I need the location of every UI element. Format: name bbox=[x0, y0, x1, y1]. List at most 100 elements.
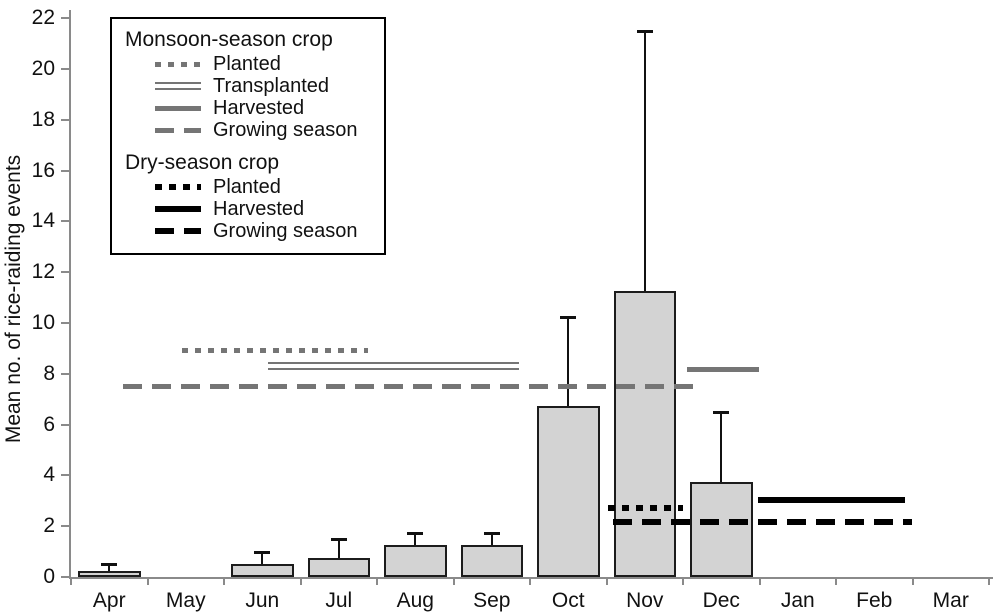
x-tick bbox=[605, 577, 608, 585]
y-tick bbox=[61, 474, 70, 477]
dotted-line-icon bbox=[155, 184, 201, 190]
monsoon-harvested-line bbox=[686, 367, 760, 373]
x-tick bbox=[299, 577, 302, 585]
error-bar-dec bbox=[720, 411, 723, 482]
legend-item: Planted bbox=[125, 53, 376, 75]
error-bar-cap-jul bbox=[330, 537, 347, 541]
y-tick bbox=[61, 525, 70, 528]
legend-item: Growing season bbox=[125, 119, 376, 141]
x-tick-label-feb: Feb bbox=[856, 589, 893, 612]
legend-item: Transplanted bbox=[125, 75, 376, 97]
legend-item-label: Transplanted bbox=[213, 74, 329, 97]
dashed-line-icon bbox=[155, 127, 201, 133]
monsoon-planted-line bbox=[181, 348, 368, 354]
monsoon-growing-line bbox=[123, 384, 696, 389]
legend-item: Planted bbox=[125, 176, 376, 198]
y-tick-label: 14 bbox=[31, 209, 55, 233]
y-tick-label: 18 bbox=[31, 107, 55, 131]
y-tick-label: 22 bbox=[31, 6, 55, 30]
error-bar-cap-nov bbox=[636, 29, 653, 33]
legend-item-label: Planted bbox=[213, 52, 281, 75]
bar-aug bbox=[384, 545, 447, 577]
error-bar-aug bbox=[414, 532, 417, 546]
y-axis-title: Mean no. of rice-raiding events bbox=[2, 154, 25, 444]
bar-nov bbox=[613, 291, 676, 577]
x-tick-label-sep: Sep bbox=[473, 589, 511, 612]
y-tick bbox=[61, 220, 70, 223]
dashed-line-icon bbox=[155, 228, 201, 234]
error-bar-cap-sep bbox=[483, 531, 500, 535]
error-bar-apr bbox=[108, 564, 111, 571]
legend-group-title: Dry-season crop bbox=[125, 151, 280, 174]
x-tick bbox=[988, 577, 990, 585]
x-tick bbox=[452, 577, 455, 585]
legend-item-label: Harvested bbox=[213, 96, 305, 119]
y-tick-label: 12 bbox=[31, 260, 55, 284]
x-axis-line bbox=[69, 577, 993, 579]
legend-group-title: Monsoon-season crop bbox=[125, 28, 333, 51]
dry-growing-line bbox=[612, 519, 913, 526]
x-tick bbox=[223, 577, 225, 585]
error-bar-jun bbox=[261, 551, 264, 565]
error-bar-cap-jun bbox=[254, 550, 271, 554]
dry-harvested-line bbox=[757, 496, 905, 503]
x-tick bbox=[529, 577, 531, 585]
x-tick-label-jan: Jan bbox=[780, 589, 815, 612]
bar-jun bbox=[231, 564, 294, 577]
x-tick bbox=[682, 577, 684, 585]
y-tick bbox=[61, 169, 70, 172]
x-tick-label-aug: Aug bbox=[396, 589, 434, 612]
x-tick-label-dec: Dec bbox=[702, 589, 740, 612]
x-tick-label-may: May bbox=[165, 589, 206, 612]
error-bar-cap-aug bbox=[407, 531, 424, 535]
x-tick-label-nov: Nov bbox=[626, 589, 664, 612]
y-tick-label: 0 bbox=[43, 565, 55, 588]
bar-jul bbox=[307, 557, 370, 577]
x-tick bbox=[376, 577, 378, 585]
plot-area: 0 2 4 6 8 10 12 14 16 18 20 22 Apr May Jun Jul Aug Sep Oct… bbox=[32, 6, 993, 612]
bar-apr bbox=[78, 570, 141, 577]
y-tick bbox=[61, 322, 70, 324]
x-tick bbox=[835, 577, 837, 585]
x-tick bbox=[70, 577, 72, 585]
y-axis-line bbox=[69, 10, 71, 579]
error-bar-oct bbox=[567, 316, 570, 406]
y-tick bbox=[61, 68, 70, 70]
bar-oct bbox=[537, 405, 600, 577]
y-tick-label: 2 bbox=[43, 514, 55, 538]
error-bar-cap-oct bbox=[560, 315, 577, 319]
dotted-line-icon bbox=[155, 61, 201, 67]
x-tick-label-jul: Jul bbox=[325, 589, 353, 612]
solid-line-icon bbox=[155, 206, 201, 212]
monsoon-transplanted-line bbox=[268, 362, 519, 371]
legend-item-label: Planted bbox=[213, 175, 281, 198]
double-line-icon bbox=[155, 82, 201, 90]
y-tick-label: 8 bbox=[43, 361, 55, 385]
error-bar-cap-dec bbox=[713, 410, 730, 414]
error-bar-nov bbox=[643, 30, 646, 292]
y-tick-label: 4 bbox=[43, 463, 55, 487]
y-tick-label: 16 bbox=[31, 158, 55, 182]
x-tick-label-jun: Jun bbox=[245, 589, 280, 612]
legend-item: Harvested bbox=[125, 97, 376, 119]
error-bar-jul bbox=[337, 538, 340, 558]
bar-dec bbox=[690, 481, 753, 577]
bar-sep bbox=[460, 545, 523, 577]
y-tick bbox=[61, 372, 70, 375]
y-tick bbox=[61, 17, 70, 20]
y-tick bbox=[61, 271, 70, 274]
y-tick-label: 10 bbox=[31, 311, 55, 334]
y-tick-label: 20 bbox=[31, 57, 55, 80]
x-tick bbox=[911, 577, 914, 585]
legend-box: Monsoon-season crop Planted Transplanted Ha… bbox=[110, 17, 386, 255]
y-tick bbox=[61, 423, 70, 426]
y-tick bbox=[61, 118, 70, 121]
dry-planted-line bbox=[608, 505, 683, 512]
legend-item-label: Harvested bbox=[213, 197, 305, 220]
solid-line-icon bbox=[155, 105, 201, 111]
legend-item-label: Growing season bbox=[213, 118, 358, 141]
error-bar-cap-apr bbox=[101, 563, 118, 567]
x-tick-label-oct: Oct bbox=[551, 589, 585, 612]
y-tick bbox=[61, 576, 70, 578]
